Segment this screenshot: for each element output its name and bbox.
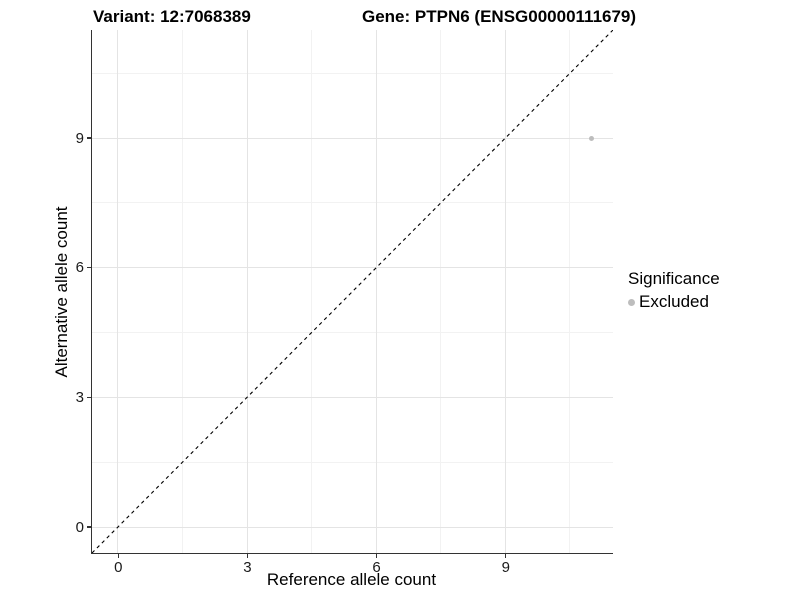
legend-item-excluded: Excluded — [628, 292, 720, 312]
x-axis-tick — [505, 554, 507, 559]
data-point — [588, 135, 594, 141]
y-axis-tick — [87, 137, 91, 139]
major-gridline-v — [504, 30, 506, 553]
major-gridline-h — [92, 137, 613, 139]
y-axis-title: Alternative allele count — [52, 206, 71, 378]
y-tick-label: 6 — [75, 259, 84, 277]
minor-gridline-v — [569, 30, 571, 553]
x-axis-tick — [246, 554, 249, 559]
y-tick-label: 0 — [75, 518, 84, 536]
major-gridline-v — [375, 30, 377, 553]
minor-gridline-h — [92, 72, 613, 74]
y-tick-label: 9 — [75, 129, 84, 147]
minor-gridline-h — [92, 202, 613, 204]
major-gridline-h — [92, 526, 613, 528]
x-tick-label: 0 — [114, 559, 123, 576]
major-gridline-v — [246, 30, 248, 553]
minor-gridline-h — [92, 332, 613, 334]
y-axis-tick — [87, 526, 91, 528]
minor-gridline-h — [92, 461, 613, 463]
y-axis-tick — [87, 267, 91, 269]
identity-reference-line — [92, 30, 613, 553]
y-tick-label: 3 — [75, 388, 84, 406]
x-tick-label: 9 — [501, 559, 510, 576]
legend: Significance Excluded — [628, 269, 720, 312]
plot-panel — [91, 30, 613, 554]
major-gridline-h — [92, 267, 613, 269]
legend-item-label: Excluded — [639, 292, 709, 311]
x-tick-label: 6 — [372, 559, 381, 576]
excluded-point-icon — [628, 298, 635, 306]
y-axis-tick — [87, 396, 91, 399]
minor-gridline-v — [311, 30, 313, 553]
major-gridline-v — [117, 30, 119, 553]
x-tick-label: 3 — [243, 559, 252, 576]
gene-title: Gene: PTPN6 (ENSG00000111679) — [362, 7, 637, 26]
x-axis-tick — [375, 554, 378, 559]
variant-title: Variant: 12:7068389 — [93, 7, 251, 26]
x-axis-title: Reference allele count — [266, 570, 437, 589]
x-axis-tick — [117, 554, 119, 559]
minor-gridline-v — [181, 30, 183, 553]
major-gridline-h — [92, 396, 613, 398]
legend-title: Significance — [628, 269, 720, 288]
minor-gridline-v — [440, 30, 442, 553]
